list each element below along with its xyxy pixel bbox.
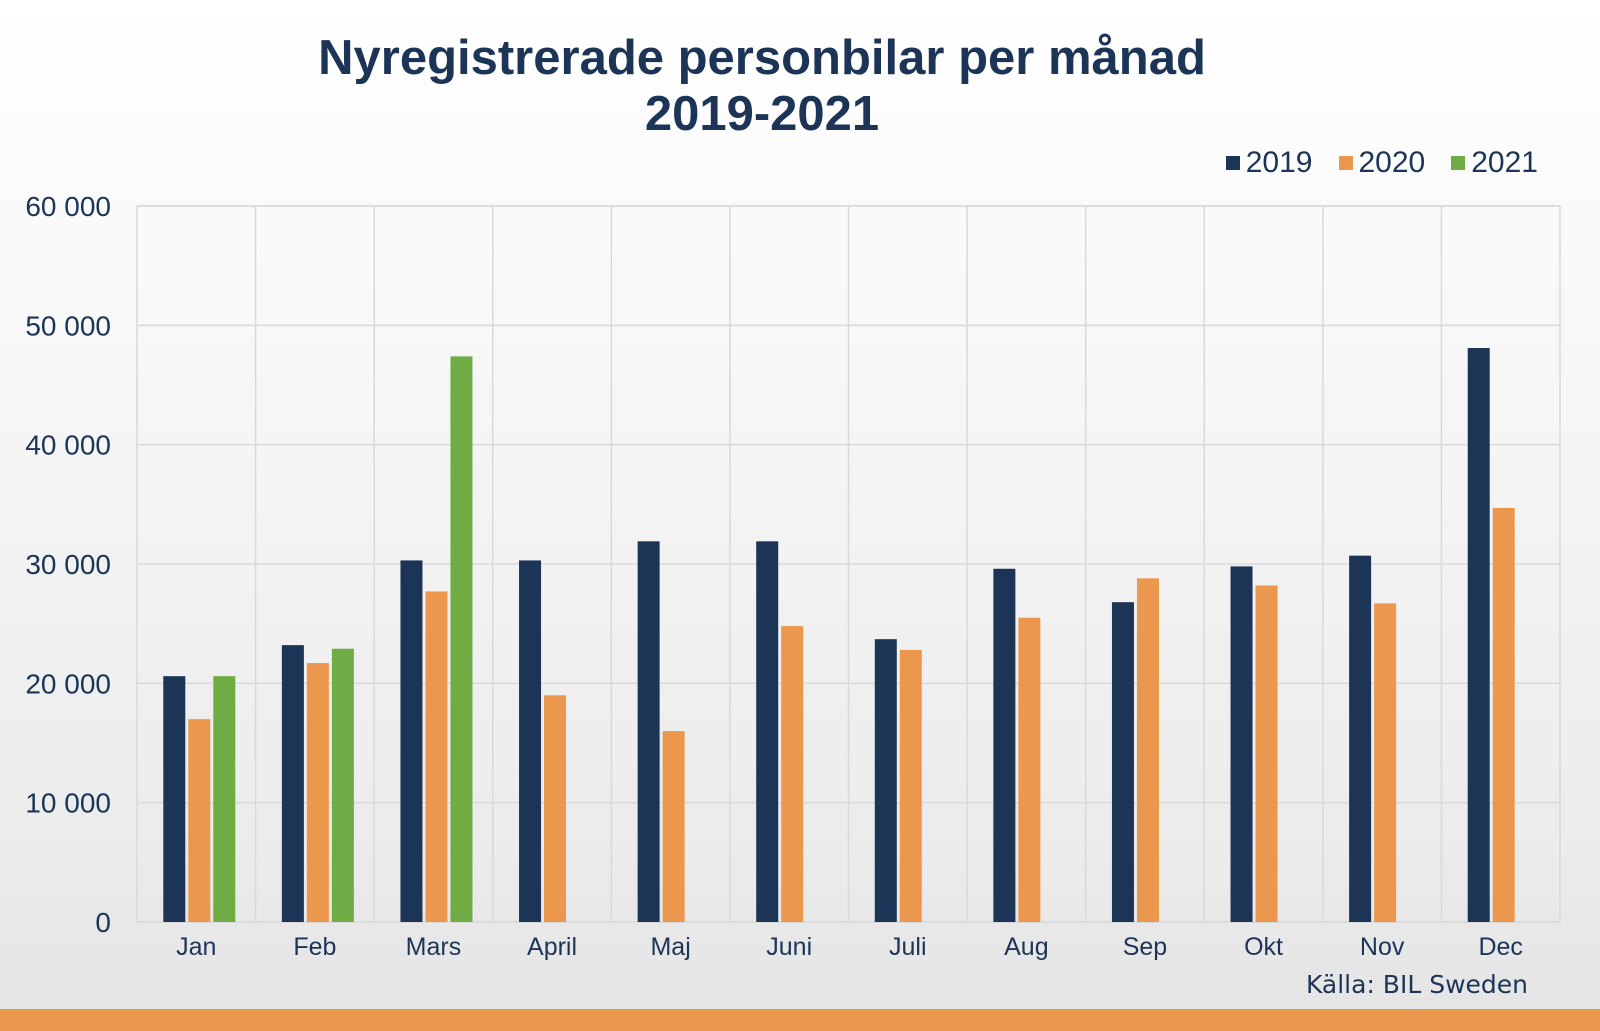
legend-swatch (1225, 156, 1240, 170)
bar-2021-Feb (331, 648, 354, 922)
y-tick-label: 10 000 (25, 788, 111, 819)
legend-label: 2020 (1358, 146, 1426, 179)
bar-2020-Sep (1136, 578, 1159, 922)
bar-2020-Maj (662, 731, 685, 922)
y-tick-label: 60 000 (25, 191, 111, 222)
bar-2020-Feb (306, 663, 329, 922)
x-tick-label: Jan (176, 933, 216, 961)
bar-2020-Nov (1374, 603, 1397, 922)
bar-2021-Jan (213, 676, 236, 922)
bar-2020-Aug (1018, 617, 1041, 922)
bar-2019-April (519, 560, 542, 922)
bar-2019-Feb (281, 645, 304, 922)
bar-2020-Mars (425, 591, 448, 922)
bar-2020-April (544, 695, 567, 922)
x-tick-label: Maj (650, 933, 690, 961)
y-tick-label: 30 000 (25, 549, 111, 580)
x-tick-label: Aug (1004, 933, 1048, 961)
x-tick-label: Juli (889, 933, 927, 961)
y-tick-label: 40 000 (25, 430, 111, 461)
chart-title: Nyregistrerade personbilar per månad 201… (0, 30, 1524, 142)
legend-swatch (1451, 156, 1466, 170)
x-tick-label: Mars (406, 933, 462, 961)
legend-item-2021: 2021 (1451, 146, 1538, 180)
bar-2020-Juni (781, 626, 804, 922)
bar-2019-Jan (163, 676, 186, 922)
legend-item-2019: 2019 (1225, 146, 1313, 180)
bar-2019-Maj (637, 541, 660, 922)
y-tick-label: 50 000 (25, 310, 111, 341)
bar-2020-Jan (188, 719, 211, 922)
legend-swatch (1338, 156, 1353, 170)
y-tick-label: 0 (95, 907, 111, 938)
legend-item-2020: 2020 (1338, 146, 1426, 180)
bar-2019-Sep (1111, 602, 1134, 922)
bar-2020-Dec (1492, 507, 1515, 922)
bar-2019-Mars (400, 560, 423, 922)
x-tick-label: Okt (1244, 933, 1283, 961)
legend: 2019 2020 2021 (1225, 146, 1538, 180)
bar-2020-Juli (899, 649, 922, 922)
y-tick-label: 20 000 (25, 668, 111, 699)
source-note: Källa: BIL Sweden (1305, 970, 1528, 999)
legend-label: 2019 (1245, 146, 1313, 179)
chart-title-line: Nyregistrerade personbilar per månad (318, 31, 1206, 85)
x-tick-label: April (527, 933, 577, 961)
bar-2019-Nov (1349, 555, 1372, 922)
x-tick-label: Feb (293, 933, 336, 961)
bar-2019-Aug (993, 568, 1016, 922)
bar-2019-Okt (1230, 566, 1253, 922)
legend-label: 2021 (1471, 146, 1538, 179)
chart-subtitle: 2019-2021 (644, 87, 880, 141)
x-tick-label: Juni (766, 933, 812, 961)
bar-2019-Juli (874, 639, 897, 922)
bottom-accent-bar (0, 1009, 1600, 1031)
x-tick-label: Sep (1123, 933, 1167, 961)
bar-2019-Dec (1467, 348, 1490, 922)
bar-2020-Okt (1255, 585, 1278, 922)
bar-2019-Juni (756, 541, 779, 922)
bar-2021-Mars (450, 356, 473, 922)
x-tick-label: Nov (1360, 933, 1405, 961)
x-tick-label: Dec (1478, 933, 1522, 961)
